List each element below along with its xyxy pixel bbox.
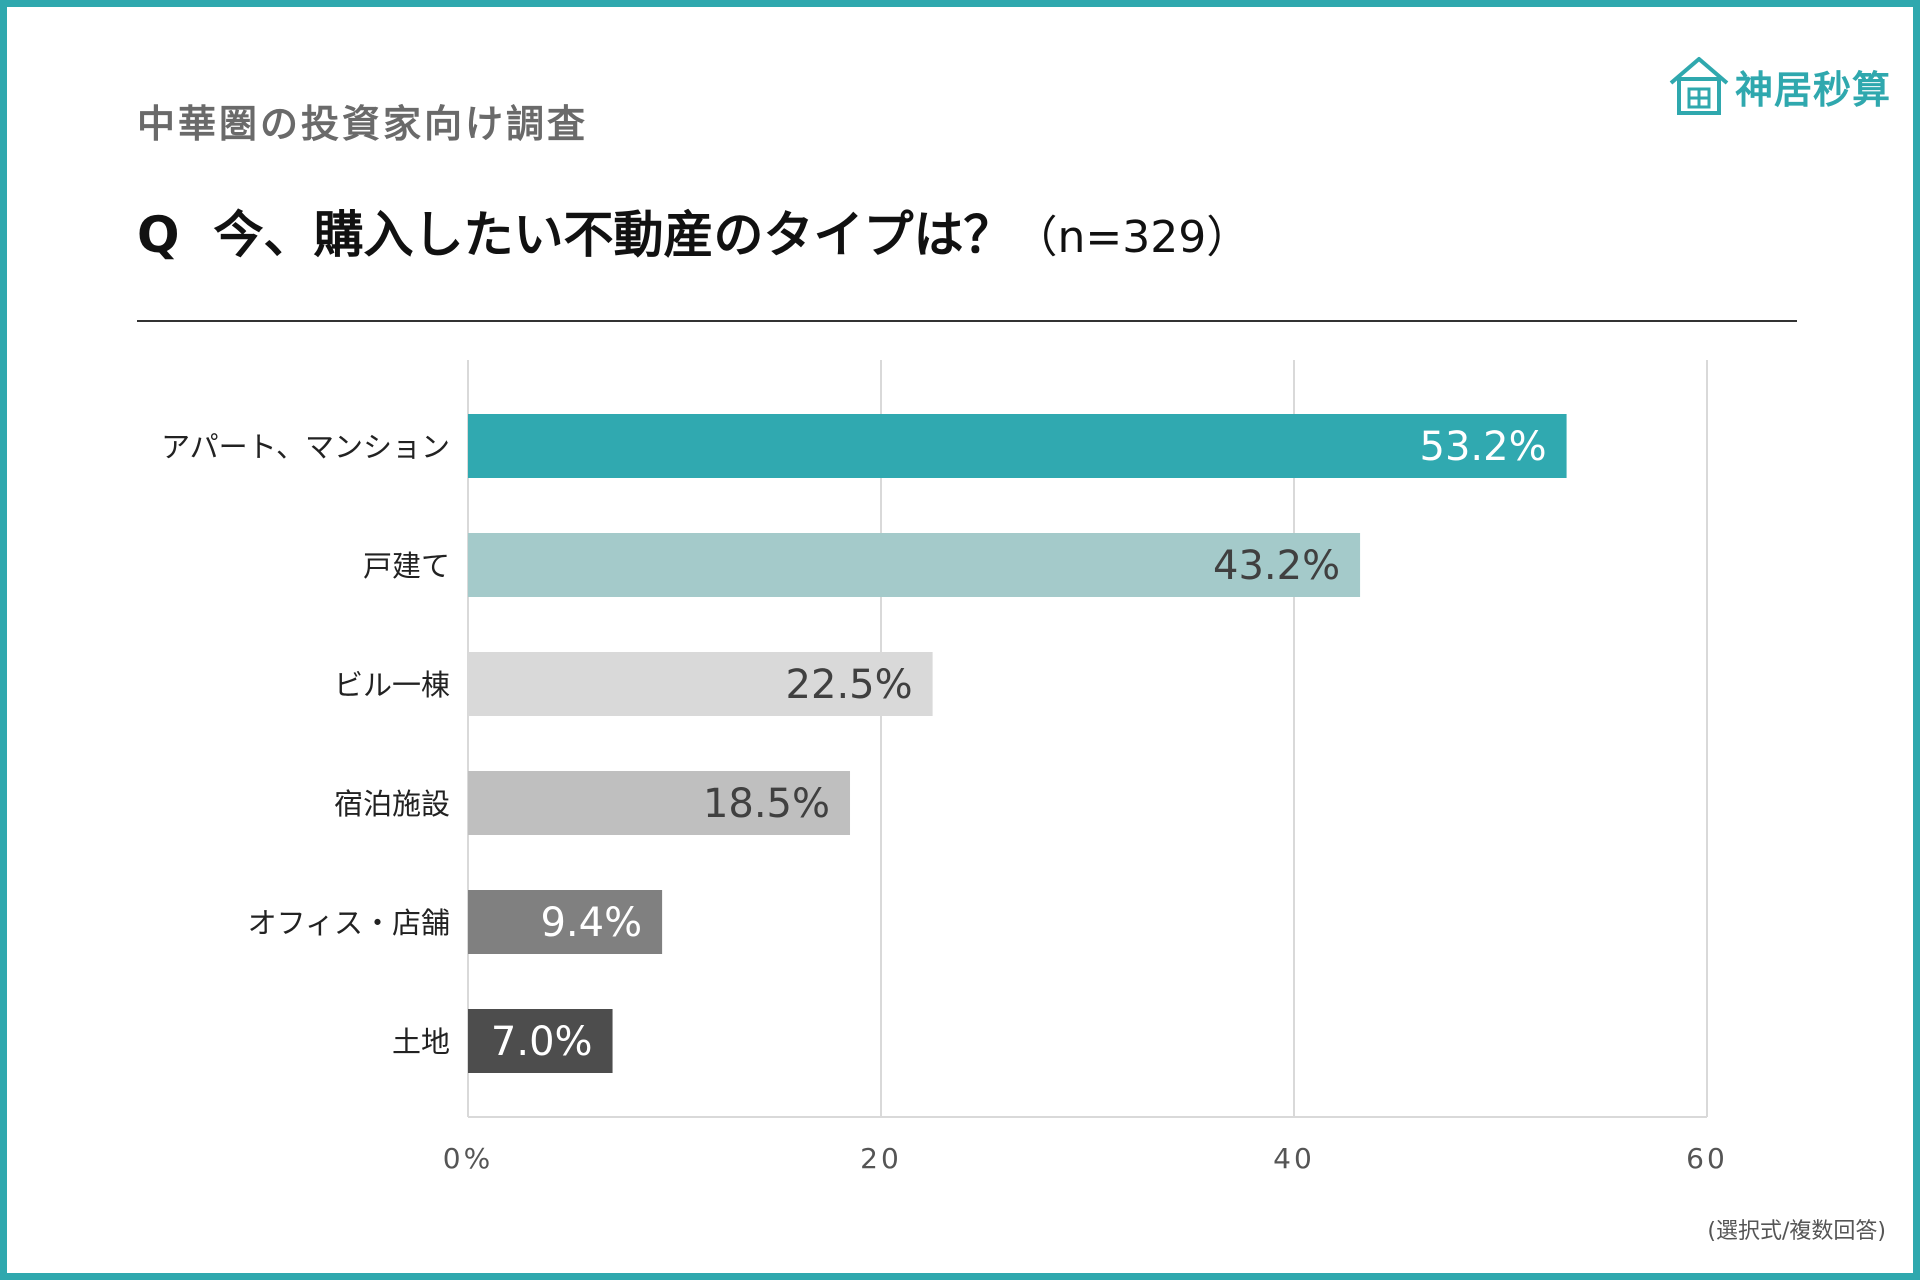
sample-size: （n=329） [1013, 212, 1251, 263]
data-label: 22.5% [786, 662, 913, 708]
bar [468, 414, 1567, 478]
data-label: 43.2% [1213, 543, 1340, 589]
x-tick-label: 0% [443, 1142, 493, 1175]
survey-label: 中華圏の投資家向け調査 [137, 102, 589, 146]
category-label: オフィス・店舗 [248, 906, 450, 940]
bar [468, 652, 933, 716]
bar [468, 533, 1361, 597]
house-icon [1669, 57, 1729, 115]
category-label: 宿泊施設 [334, 787, 450, 821]
brand-logo: 神居秒算 [1667, 53, 1891, 119]
category-label: ビル一棟 [334, 668, 450, 702]
question-text: 今、購入したい不動産のタイプは？ [213, 206, 1014, 264]
category-label: アパート、マンション [161, 430, 450, 464]
data-label: 53.2% [1420, 424, 1547, 470]
category-label: 土地 [392, 1025, 450, 1059]
data-label: 9.4% [540, 900, 642, 946]
answer-type-note: (選択式/複数回答) [1707, 1219, 1886, 1244]
question-mark: Q [137, 206, 180, 264]
bar [468, 1009, 613, 1073]
bar [468, 771, 851, 835]
data-label: 18.5% [703, 781, 830, 827]
title-divider [137, 320, 1797, 322]
category-label: 戸建て [363, 549, 450, 583]
x-tick-label: 40 [1273, 1142, 1315, 1175]
brand-name: 神居秒算 [1735, 67, 1892, 112]
x-tick-label: 60 [1686, 1142, 1728, 1175]
data-label: 7.0% [491, 1019, 593, 1065]
bar [468, 890, 663, 954]
question-title: Q 今、購入したい不動産のタイプは？（n=329） [137, 195, 1250, 267]
x-tick-label: 20 [860, 1142, 902, 1175]
